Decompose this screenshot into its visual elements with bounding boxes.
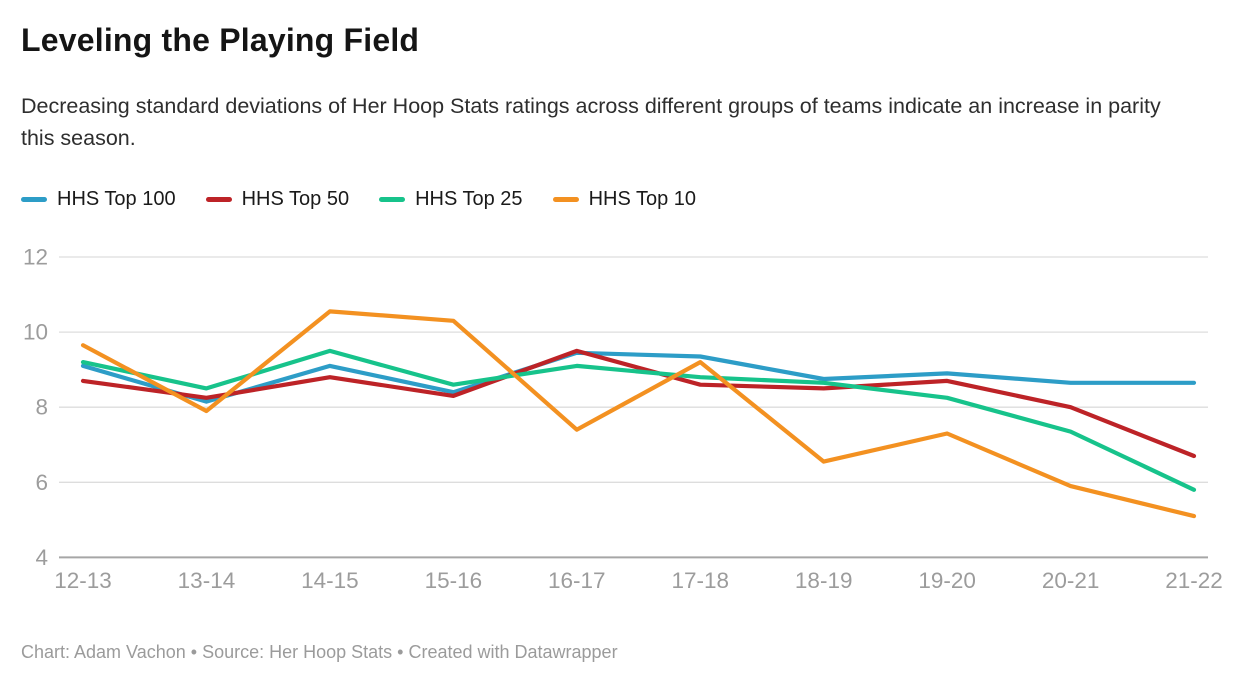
legend-item-top-100: HHS Top 100 (21, 188, 176, 211)
line-swatch-icon (379, 197, 406, 202)
chart-legend: HHS Top 100 HHS Top 50 HHS Top 25 HHS To… (21, 188, 696, 211)
legend-label: HHS Top 100 (57, 188, 176, 210)
line-swatch-icon (21, 197, 47, 202)
svg-text:19-20: 19-20 (918, 568, 976, 593)
svg-text:14-15: 14-15 (301, 568, 359, 593)
chart-subtitle: Decreasing standard deviations of Her Ho… (21, 94, 1161, 150)
svg-text:4: 4 (35, 545, 48, 570)
svg-text:12-13: 12-13 (54, 568, 112, 593)
svg-text:18-19: 18-19 (795, 568, 853, 593)
svg-text:17-18: 17-18 (671, 568, 729, 593)
svg-text:15-16: 15-16 (425, 568, 483, 593)
svg-text:6: 6 (35, 470, 48, 495)
legend-item-top-10: HHS Top 10 (552, 188, 697, 211)
svg-text:20-21: 20-21 (1042, 568, 1100, 593)
legend-item-top-50: HHS Top 50 (205, 188, 350, 211)
chart-credit: Chart: Adam Vachon • Source: Her Hoop St… (21, 642, 618, 662)
line-swatch-icon (205, 197, 232, 202)
svg-text:8: 8 (35, 395, 48, 420)
legend-item-top-25: HHS Top 25 (379, 188, 523, 211)
svg-text:13-14: 13-14 (178, 568, 236, 593)
page-title: Leveling the Playing Field (21, 22, 420, 58)
svg-text:21-22: 21-22 (1165, 568, 1223, 593)
legend-label: HHS Top 25 (415, 188, 523, 210)
line-swatch-icon (552, 197, 579, 202)
legend-label: HHS Top 10 (588, 188, 697, 210)
svg-text:12: 12 (23, 245, 48, 270)
legend-label: HHS Top 50 (241, 188, 350, 210)
svg-text:16-17: 16-17 (548, 568, 606, 593)
line-chart: 12 10 8 6 4 12-13 13-14 14-15 15-16 16-17 17-18 18-… (0, 230, 1240, 610)
svg-text:10: 10 (23, 320, 48, 345)
chart-canvas: 12 10 8 6 412-13 13-14 14-15 15-16 16-17 17-18 18-… (23, 245, 1223, 594)
